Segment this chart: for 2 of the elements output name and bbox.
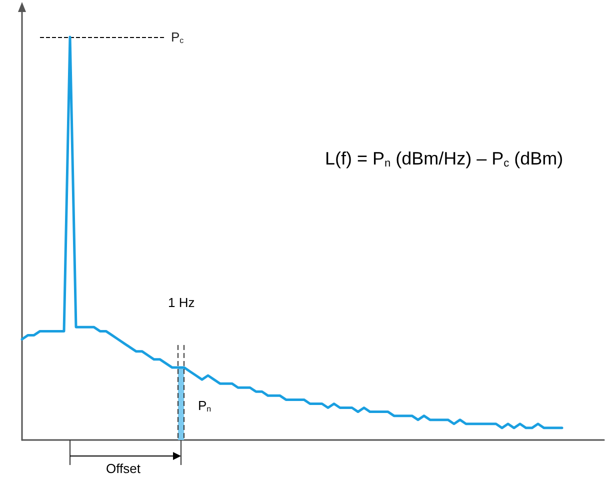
text: Offset bbox=[106, 461, 141, 476]
annotation: 1 Hz bbox=[168, 295, 195, 310]
